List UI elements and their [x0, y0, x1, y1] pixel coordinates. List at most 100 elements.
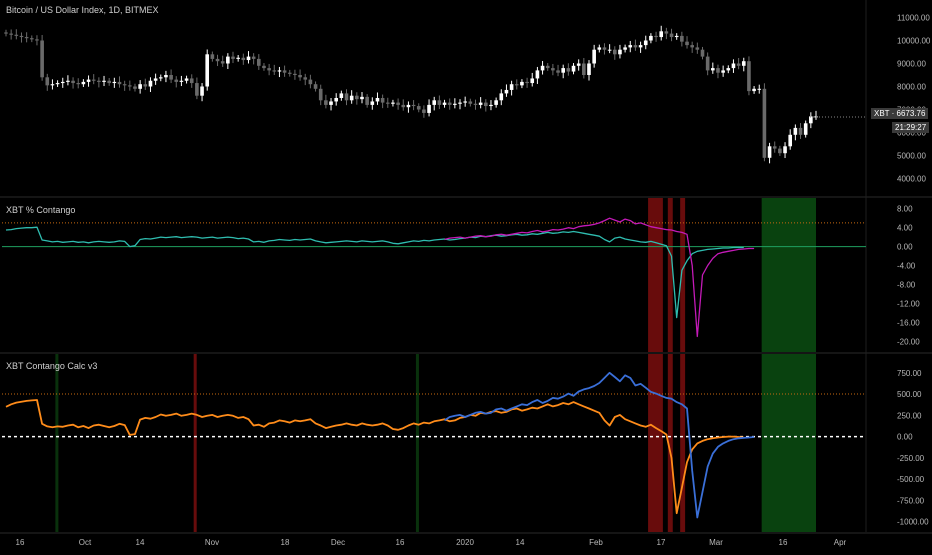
- candle-body: [148, 80, 153, 87]
- contango-y-tick-3: -4.00: [897, 262, 916, 271]
- candle-body: [618, 49, 622, 55]
- candle-body: [298, 75, 302, 78]
- candle-body: [530, 78, 535, 84]
- candle-body: [241, 57, 246, 61]
- candle-body: [143, 84, 148, 87]
- candle-body: [169, 75, 173, 80]
- contango-y-tick-0: 8.00: [897, 205, 913, 214]
- candle-body: [40, 40, 44, 78]
- candle-body: [406, 104, 411, 108]
- candle-body: [184, 78, 189, 81]
- candle-body: [396, 102, 400, 105]
- x-tick-4: 18: [281, 538, 290, 547]
- candle-body: [695, 47, 700, 50]
- candle-body: [391, 102, 395, 104]
- price-y-tick-1: 10000.00: [897, 37, 931, 46]
- candle-body: [494, 100, 498, 105]
- calc-series-line-1: [444, 371, 755, 519]
- candle-body: [638, 45, 643, 48]
- candle-body: [71, 80, 75, 84]
- candle-body: [793, 127, 798, 135]
- price-y-tick-0: 11000.00: [897, 14, 930, 23]
- candle-body: [731, 63, 736, 69]
- candle-body: [138, 84, 142, 89]
- x-tick-11: Mar: [709, 538, 723, 547]
- x-tick-6: 16: [396, 538, 405, 547]
- candle-body: [633, 45, 638, 48]
- candle-body: [654, 35, 658, 38]
- candle-body: [329, 101, 333, 105]
- candle-body: [803, 123, 808, 135]
- highlight-band-1-calc: [667, 354, 673, 532]
- candle-body: [293, 73, 297, 75]
- candle-body: [236, 57, 240, 59]
- candle-body: [772, 146, 777, 149]
- candle-body: [602, 47, 607, 50]
- highlight-band-2-calc: [680, 354, 686, 532]
- candle-body: [752, 88, 756, 92]
- candle-body: [246, 56, 251, 61]
- candle-body: [783, 146, 787, 154]
- calc-y-tick-3: 0.00: [897, 433, 913, 442]
- x-tick-2: 14: [136, 538, 145, 547]
- contango-y-tick-7: -20.00: [897, 337, 920, 346]
- candle-body: [422, 109, 426, 113]
- candle-body: [442, 102, 447, 105]
- candle-body: [287, 72, 292, 74]
- candle-body: [721, 70, 725, 73]
- candle-body: [447, 102, 452, 105]
- price-axis[interactable]: 11000.0010000.009000.008000.007000.00600…: [897, 14, 931, 527]
- candle-body: [757, 88, 762, 90]
- highlight-band-3-calc: [761, 354, 816, 532]
- contango-y-tick-2: 0.00: [897, 243, 913, 252]
- candle-body: [561, 68, 566, 73]
- candle-body: [324, 100, 328, 105]
- candle-body: [385, 102, 390, 104]
- x-tick-5: Dec: [331, 538, 345, 547]
- contango-y-tick-1: 4.00: [897, 224, 913, 233]
- candle-body: [427, 104, 431, 113]
- candle-body: [128, 85, 132, 87]
- price-y-tick-7: 4000.00: [897, 175, 926, 184]
- time-axis[interactable]: 16 Oct 14 Nov 18 Dec 16 2020 14 Feb 17 Mar 16 Apr: [0, 532, 932, 547]
- candle-body: [349, 95, 354, 101]
- candle-body: [76, 83, 81, 85]
- candle-body: [19, 35, 24, 38]
- candle-body: [174, 79, 179, 82]
- candle-body: [489, 104, 493, 107]
- candle-body: [200, 86, 204, 96]
- candle-body: [380, 98, 385, 103]
- candle-body: [726, 68, 731, 71]
- highlight-band-0-contango: [648, 198, 663, 352]
- candle-body: [612, 49, 617, 55]
- candle-body: [29, 38, 34, 40]
- contango-calc-pane: [2, 371, 866, 519]
- candle-body: [582, 63, 586, 75]
- contango-y-tick-4: -8.00: [897, 280, 916, 289]
- candle-body: [220, 61, 225, 64]
- candle-body: [736, 63, 741, 66]
- candle-body: [112, 81, 117, 84]
- candle-body: [664, 31, 669, 34]
- candle-body: [339, 93, 344, 98]
- bar-countdown: 21:29:27: [892, 122, 930, 133]
- candle-body: [50, 84, 55, 86]
- calc-y-tick-6: -750.00: [897, 496, 925, 505]
- candle-body: [308, 79, 313, 85]
- candle-body: [556, 70, 560, 73]
- candle-body: [97, 80, 101, 82]
- highlight-band-0-calc: [648, 354, 663, 532]
- x-tick-13: Apr: [834, 538, 847, 547]
- pane-separators: [0, 0, 932, 532]
- candle-body: [762, 88, 767, 158]
- candle-body: [432, 100, 437, 105]
- candle-body: [525, 81, 529, 84]
- candle-body: [256, 58, 261, 66]
- candle-body: [318, 88, 323, 101]
- candle-body: [55, 83, 60, 85]
- candle-body: [711, 68, 715, 71]
- price-y-tick-5: 6000.00: [897, 129, 926, 138]
- highlight-band-4-calc: [55, 354, 59, 532]
